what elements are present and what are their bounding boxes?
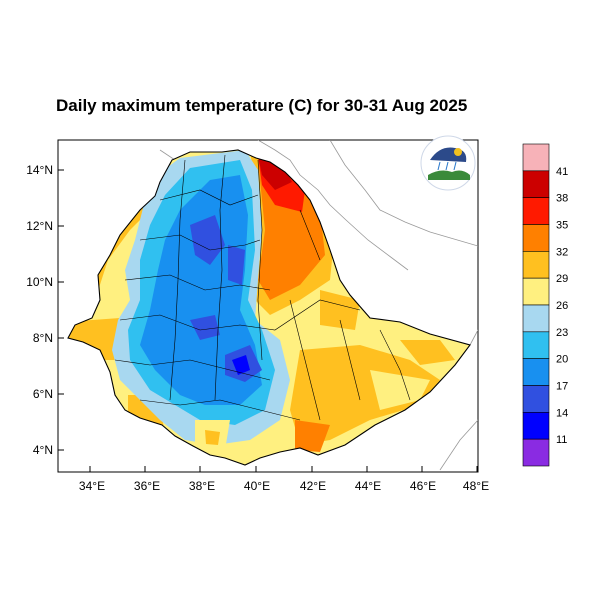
axis-ticks [58, 169, 478, 472]
colorbar-label: 26 [556, 300, 568, 312]
neighbor-borders [159, 140, 478, 471]
colorbar-swatch [522, 358, 550, 386]
lat-label: 4°N [33, 443, 53, 457]
ethiopian-meteorology-institute-logo [420, 135, 476, 191]
lon-label: 46°E [410, 479, 436, 493]
latitude-labels: 4°N 6°N 8°N 10°N 12°N 14°N [26, 163, 53, 457]
colorbar-swatch [522, 277, 550, 306]
colorbar-swatch [522, 331, 550, 359]
colorbar-label: 14 [556, 407, 568, 419]
colorbar: 41 38 35 32 29 26 23 20 17 14 11 [522, 143, 568, 467]
admin-boundaries [114, 154, 411, 421]
colorbar-swatch [522, 304, 550, 333]
lon-label: 36°E [134, 479, 160, 493]
colorbar-swatch [522, 143, 550, 172]
lon-label: 48°E [463, 479, 489, 493]
lon-label: 34°E [79, 479, 105, 493]
colorbar-label: 29 [556, 273, 568, 285]
colorbar-swatch [522, 170, 550, 198]
colorbar-label: 38 [556, 193, 568, 205]
colorbar-label: 20 [556, 354, 568, 366]
colorbar-swatch [522, 197, 550, 225]
colorbar-label: 41 [556, 166, 568, 178]
colorbar-label: 32 [556, 246, 568, 258]
colorbar-label: 35 [556, 220, 568, 232]
map-title: Daily maximum temperature (C) for 30-31 … [56, 96, 468, 115]
colorbar-swatch [522, 412, 550, 440]
lat-label: 8°N [33, 331, 53, 345]
lon-label: 42°E [300, 479, 326, 493]
colorbar-swatch [522, 438, 550, 467]
colorbar-swatch [522, 251, 550, 279]
lon-label: 38°E [189, 479, 215, 493]
lat-label: 14°N [26, 163, 53, 177]
lon-label: 40°E [244, 479, 270, 493]
colorbar-label: 17 [556, 381, 568, 393]
lat-label: 10°N [26, 275, 53, 289]
colorbar-swatch [522, 385, 550, 413]
longitude-labels: 34°E 36°E 38°E 40°E 42°E 44°E 46°E 48°E [79, 479, 489, 493]
colorbar-label: 23 [556, 327, 568, 339]
lat-label: 6°N [33, 387, 53, 401]
colorbar-label: 11 [556, 434, 567, 446]
lon-label: 44°E [355, 479, 381, 493]
lat-label: 12°N [26, 219, 53, 233]
colorbar-swatch [522, 224, 550, 252]
